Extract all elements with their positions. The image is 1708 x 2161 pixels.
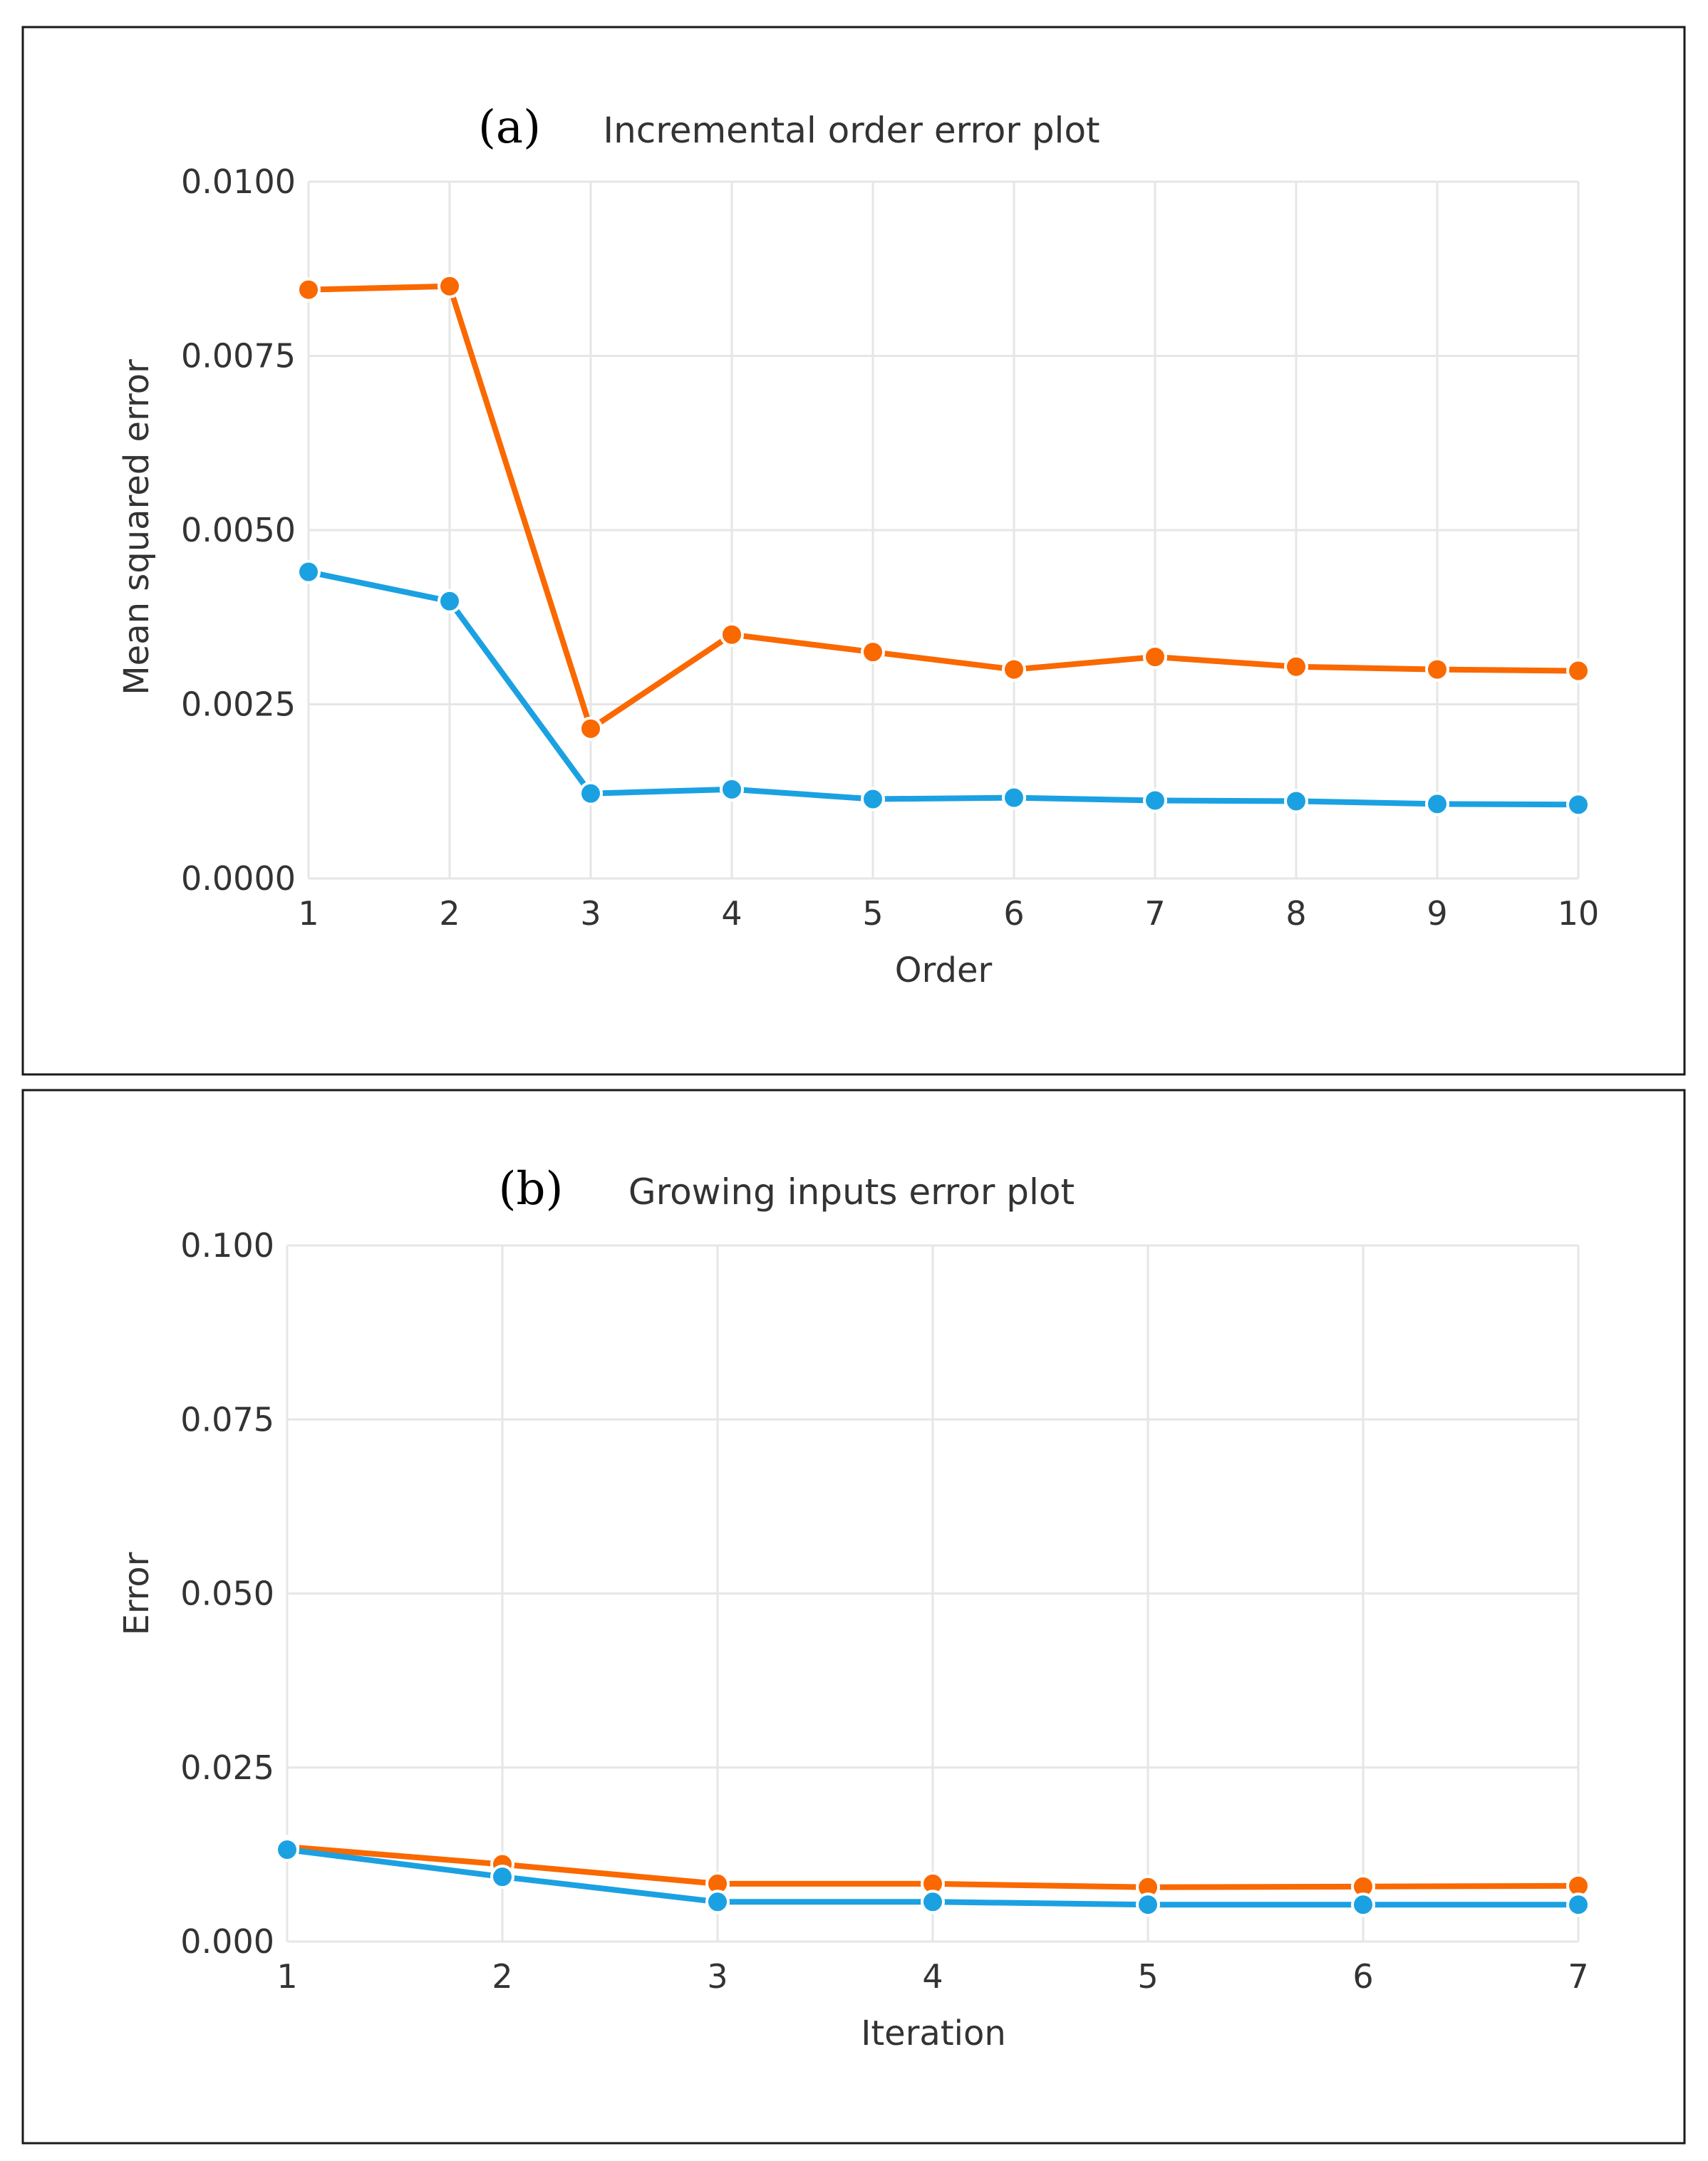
panel-a-x-tick-label: 4	[721, 894, 742, 933]
panel-a-point-blue[interactable]	[1425, 792, 1449, 817]
panel-b-point-blue[interactable]	[275, 1838, 299, 1862]
panel-a-y-tick-label: 0.0000	[181, 859, 296, 898]
panel-b-x-tick-label: 3	[707, 1957, 728, 1996]
panel-a-point-orange[interactable]	[1566, 658, 1590, 683]
panel-b-frame	[21, 1089, 1686, 2145]
panel-b-x-tick-label: 4	[922, 1957, 943, 1996]
panel-a-point-orange[interactable]	[1002, 657, 1026, 682]
panel-a-point-blue[interactable]	[579, 781, 603, 806]
panel-a-point-blue[interactable]	[1002, 785, 1026, 810]
panel-a-x-tick-label: 6	[1003, 894, 1024, 933]
panel-a-point-orange[interactable]	[861, 640, 885, 665]
panel-b-x-tick-label: 1	[276, 1957, 297, 1996]
panel-a-x-tick-label: 9	[1427, 894, 1447, 933]
panel-a-y-tick-label: 0.0050	[181, 511, 296, 549]
panel-a-title: Incremental order error plot	[603, 110, 1099, 151]
panel-a-point-blue[interactable]	[296, 559, 321, 584]
panel-b-series	[275, 1835, 1590, 1917]
panel-a-series-line-blue	[306, 569, 1581, 808]
panel-b-x-tick-label: 5	[1137, 1957, 1158, 1996]
panel-b: (b) Growing inputs error plot 0.000 0.025…	[21, 1089, 1686, 2145]
panel-a-point-orange[interactable]	[1284, 654, 1308, 679]
panel-a-series	[296, 274, 1590, 817]
panel-a-point-orange[interactable]	[579, 716, 603, 741]
panel-b-y-tick-label: 0.050	[180, 1575, 274, 1613]
panel-a-x-tick-label: 8	[1285, 894, 1306, 933]
panel-b-point-blue[interactable]	[490, 1865, 514, 1890]
panel-a-point-orange[interactable]	[720, 622, 744, 647]
panel-a-point-orange[interactable]	[1425, 657, 1449, 682]
panel-a-x-tick-label: 2	[439, 894, 460, 933]
panel-a-x-axis-title: Order	[895, 950, 993, 990]
panel-a-point-orange[interactable]	[296, 277, 321, 302]
panel-b-x-tick-label: 7	[1568, 1957, 1588, 1996]
panel-a: (a) Incremental order error plot 0.00000…	[21, 26, 1686, 1076]
panel-b-point-blue[interactable]	[1566, 1892, 1590, 1917]
panel-a-series-line-orange	[306, 283, 1581, 732]
panel-b-y-tick-label: 0.000	[180, 1922, 274, 1961]
panel-a-x-tick-label: 5	[862, 894, 883, 933]
panel-a-point-blue[interactable]	[438, 589, 462, 613]
panel-a-point-orange[interactable]	[438, 274, 462, 299]
panel-a-y-ticks: 0.0000 0.0025 0.0050 0.0075 0.0100	[181, 162, 296, 898]
panel-b-y-axis-title: Error	[117, 1552, 157, 1635]
panel-b-point-blue[interactable]	[1351, 1892, 1375, 1917]
panel-b-y-ticks: 0.000 0.025 0.050 0.075 0.100	[180, 1226, 274, 1961]
panel-b-y-tick-label: 0.100	[180, 1226, 274, 1265]
panel-a-point-blue[interactable]	[720, 777, 744, 802]
panel-a-point-blue[interactable]	[861, 787, 885, 812]
panel-a-y-tick-label: 0.0025	[181, 685, 296, 724]
panel-a-x-ticks: 1 2 3 4 5 6 7 8 9 10	[298, 894, 1599, 933]
panel-a-grid	[307, 180, 1580, 880]
panel-a-y-axis-title: Mean squared error	[117, 359, 157, 695]
panel-b-grid	[286, 1244, 1580, 1943]
panel-b-x-ticks: 1 2 3 4 5 6 7	[276, 1957, 1588, 1996]
panel-a-point-blue[interactable]	[1284, 789, 1308, 814]
panel-a-y-tick-label: 0.0100	[181, 162, 296, 201]
panel-a-point-blue[interactable]	[1566, 792, 1590, 817]
panel-b-y-tick-label: 0.075	[180, 1400, 274, 1439]
panel-a-y-tick-label: 0.0075	[181, 337, 296, 375]
panel-b-point-blue[interactable]	[1136, 1892, 1160, 1917]
panel-b-point-blue[interactable]	[705, 1890, 730, 1914]
panel-a-point-orange[interactable]	[1143, 644, 1167, 669]
panel-b-x-tick-label: 2	[492, 1957, 512, 1996]
panel-a-label: (a)	[478, 101, 541, 154]
panel-a-point-blue[interactable]	[1143, 788, 1167, 813]
panel-b-point-blue[interactable]	[921, 1890, 945, 1914]
panel-a-frame	[21, 26, 1686, 1076]
panel-a-x-tick-label: 7	[1144, 894, 1165, 933]
panel-b-title: Growing inputs error plot	[628, 1171, 1075, 1213]
panel-b-x-axis-title: Iteration	[861, 2014, 1006, 2053]
panel-a-x-tick-label: 1	[298, 894, 319, 933]
panel-b-x-tick-label: 6	[1352, 1957, 1373, 1996]
panel-a-x-tick-label: 10	[1558, 894, 1600, 933]
panel-b-y-tick-label: 0.025	[180, 1748, 274, 1787]
panel-a-x-tick-label: 3	[580, 894, 601, 933]
panel-b-label: (b)	[499, 1163, 564, 1216]
